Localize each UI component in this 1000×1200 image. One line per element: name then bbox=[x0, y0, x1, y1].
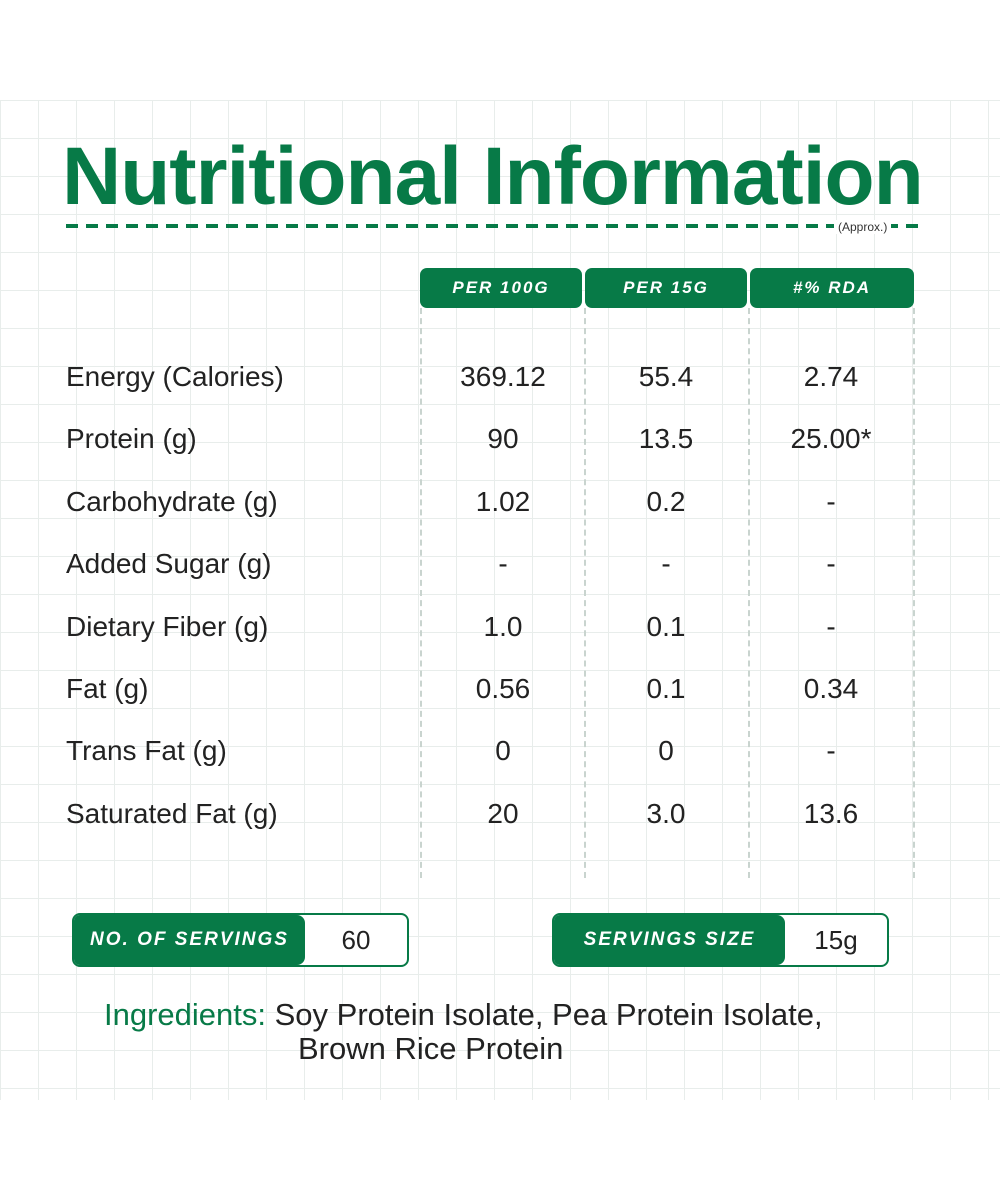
value-rda: - bbox=[826, 486, 836, 517]
value-per-15g: 0.1 bbox=[646, 673, 686, 704]
ingredients-text-line1: Soy Protein Isolate, Pea Protein Isolate… bbox=[274, 997, 823, 1032]
nutrient-label: Saturated Fat (g) bbox=[66, 798, 278, 829]
value-per-15g: 0 bbox=[658, 735, 674, 766]
servings-count-label: NO. OF SERVINGS bbox=[74, 915, 305, 965]
value-rda: 2.74 bbox=[803, 361, 859, 392]
approx-note: (Approx.) bbox=[834, 220, 892, 234]
value-rda: - bbox=[826, 735, 836, 766]
value-per-100g: 369.12 bbox=[460, 361, 546, 392]
value-rda: 0.34 bbox=[803, 673, 859, 704]
value-per-100g: 90 bbox=[487, 423, 519, 454]
value-per-15g: 3.0 bbox=[646, 798, 686, 829]
nutrient-label: Added Sugar (g) bbox=[66, 548, 272, 579]
value-per-15g: 0.2 bbox=[646, 486, 686, 517]
column-divider bbox=[420, 308, 422, 878]
nutrient-label: Energy (Calories) bbox=[66, 361, 284, 392]
nutrient-label: Fat (g) bbox=[66, 673, 149, 704]
ingredients-section: Ingredients: Soy Protein Isolate, Pea Pr… bbox=[104, 998, 934, 1066]
value-per-15g: 0.1 bbox=[646, 611, 686, 642]
nutrient-label: Protein (g) bbox=[66, 423, 197, 454]
value-rda: - bbox=[826, 548, 836, 579]
ingredients-text-line2: Brown Rice Protein bbox=[298, 1031, 564, 1066]
column-header-rda: #% RDA bbox=[750, 268, 914, 308]
value-per-15g: 13.5 bbox=[638, 423, 694, 454]
ingredients-label: Ingredients: bbox=[104, 997, 266, 1032]
serving-size-value: 15g bbox=[814, 924, 858, 955]
column-divider bbox=[584, 308, 586, 878]
nutrient-label: Carbohydrate (g) bbox=[66, 486, 278, 517]
value-rda: - bbox=[826, 611, 836, 642]
nutrient-label: Trans Fat (g) bbox=[66, 735, 227, 766]
servings-count-value: 60 bbox=[341, 924, 371, 955]
value-per-100g: 0.56 bbox=[475, 673, 531, 704]
column-divider bbox=[913, 308, 915, 878]
title-underline bbox=[66, 224, 924, 228]
column-header-per-15g: PER 15G bbox=[585, 268, 747, 308]
value-per-100g: - bbox=[498, 548, 508, 579]
serving-size-box: SERVINGS SIZE 15g bbox=[552, 913, 889, 967]
serving-size-label: SERVINGS SIZE bbox=[554, 915, 785, 965]
value-per-100g: 0 bbox=[495, 735, 511, 766]
value-per-100g: 20 bbox=[487, 798, 519, 829]
column-divider bbox=[748, 308, 750, 878]
value-per-15g: 55.4 bbox=[638, 361, 694, 392]
value-rda: 13.6 bbox=[803, 798, 859, 829]
value-per-15g: - bbox=[661, 548, 671, 579]
servings-count-box: NO. OF SERVINGS 60 bbox=[72, 913, 409, 967]
value-rda: 25.00* bbox=[790, 423, 872, 454]
nutrient-label: Dietary Fiber (g) bbox=[66, 611, 269, 642]
value-per-100g: 1.02 bbox=[475, 486, 531, 517]
value-per-100g: 1.0 bbox=[483, 611, 523, 642]
column-header-per-100g: PER 100G bbox=[420, 268, 582, 308]
page-title: Nutritional Information bbox=[62, 131, 924, 222]
